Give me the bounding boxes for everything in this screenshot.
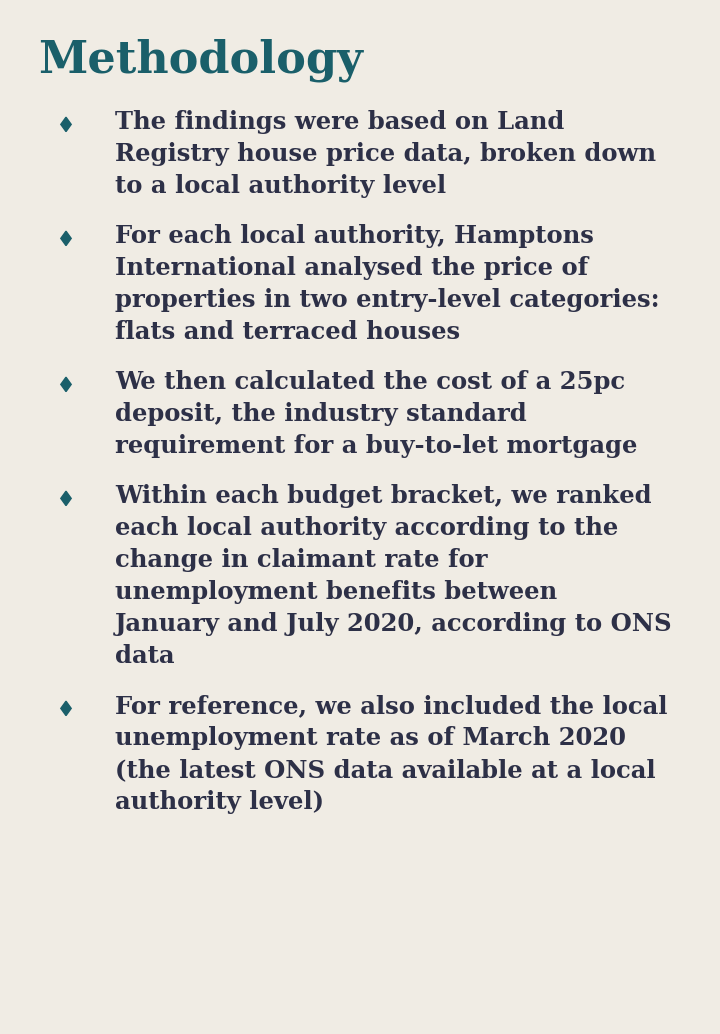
Text: unemployment benefits between: unemployment benefits between [115,580,557,604]
Text: International analysed the price of: International analysed the price of [115,256,588,280]
Text: authority level): authority level) [115,790,324,814]
Polygon shape [60,491,71,506]
Text: each local authority according to the: each local authority according to the [115,516,618,540]
Text: For each local authority, Hamptons: For each local authority, Hamptons [115,224,594,248]
Text: We then calculated the cost of a 25pc: We then calculated the cost of a 25pc [115,370,625,394]
Polygon shape [60,701,71,716]
Text: flats and terraced houses: flats and terraced houses [115,320,460,344]
Text: deposit, the industry standard: deposit, the industry standard [115,402,527,426]
Text: requirement for a buy-to-let mortgage: requirement for a buy-to-let mortgage [115,434,637,458]
Polygon shape [60,377,71,392]
Text: (the latest ONS data available at a local: (the latest ONS data available at a loca… [115,758,656,782]
Text: For reference, we also included the local: For reference, we also included the loca… [115,694,667,718]
Text: data: data [115,644,174,668]
Text: change in claimant rate for: change in claimant rate for [115,548,487,572]
Text: properties in two entry-level categories:: properties in two entry-level categories… [115,288,660,312]
Text: January and July 2020, according to ONS: January and July 2020, according to ONS [115,612,672,636]
Text: Within each budget bracket, we ranked: Within each budget bracket, we ranked [115,484,652,508]
Text: Methodology: Methodology [38,38,363,82]
Text: to a local authority level: to a local authority level [115,174,446,197]
Polygon shape [60,232,71,246]
Text: unemployment rate as of March 2020: unemployment rate as of March 2020 [115,726,626,750]
Polygon shape [60,117,71,131]
Text: The findings were based on Land: The findings were based on Land [115,110,564,134]
Text: Registry house price data, broken down: Registry house price data, broken down [115,142,656,166]
